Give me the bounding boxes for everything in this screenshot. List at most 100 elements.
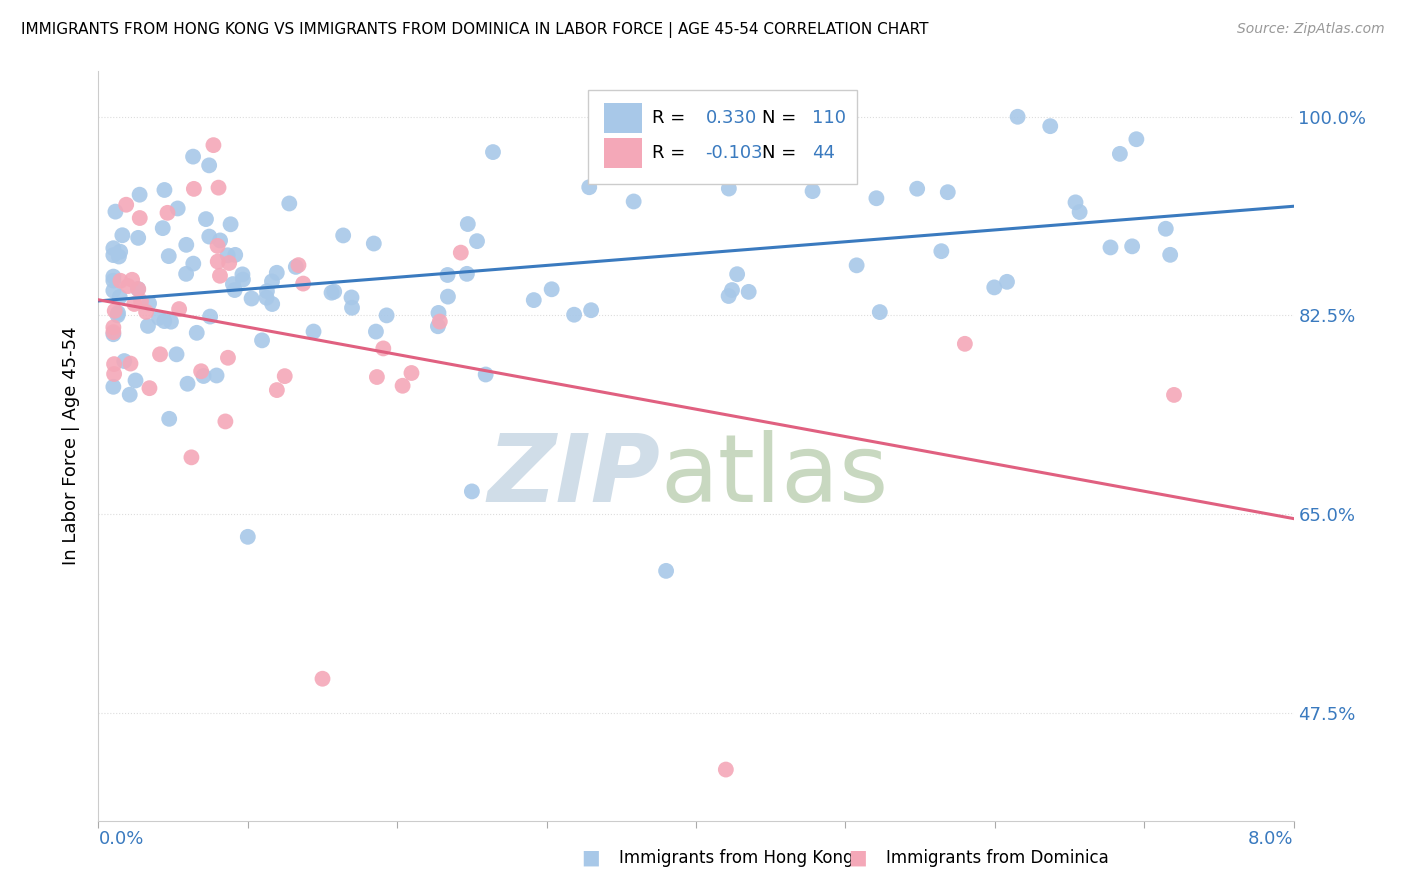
FancyBboxPatch shape xyxy=(589,90,858,184)
Point xyxy=(340,301,363,315)
Point xyxy=(262,297,284,311)
Point xyxy=(1064,195,1087,210)
Point xyxy=(391,378,413,392)
Point xyxy=(149,347,172,361)
Point xyxy=(456,267,478,281)
Point xyxy=(366,370,388,384)
Point xyxy=(1125,132,1147,146)
Point xyxy=(107,308,129,322)
Point xyxy=(207,180,229,194)
Point xyxy=(250,334,273,348)
Point xyxy=(174,267,197,281)
Point xyxy=(1154,221,1177,235)
Point xyxy=(207,239,229,253)
Point xyxy=(110,274,132,288)
Point xyxy=(232,272,254,286)
Point xyxy=(193,369,215,384)
Point xyxy=(284,260,307,274)
Point xyxy=(437,290,460,304)
Point xyxy=(103,320,125,334)
Text: atlas: atlas xyxy=(661,430,889,522)
Point xyxy=(1069,205,1091,219)
Point xyxy=(103,380,125,394)
Point xyxy=(129,294,152,309)
Point xyxy=(156,206,179,220)
Point xyxy=(717,289,740,303)
Point xyxy=(217,351,239,365)
Point xyxy=(198,310,221,324)
Point xyxy=(292,277,315,291)
Text: -0.103: -0.103 xyxy=(706,144,763,162)
Point xyxy=(186,326,208,340)
Point xyxy=(111,228,134,243)
Point xyxy=(224,248,246,262)
Point xyxy=(1121,239,1143,253)
Point xyxy=(118,387,141,401)
FancyBboxPatch shape xyxy=(605,138,643,168)
Text: R =: R = xyxy=(652,109,690,127)
Point xyxy=(482,145,505,159)
Point xyxy=(190,364,212,378)
Point xyxy=(103,248,125,262)
Y-axis label: In Labor Force | Age 45-54: In Labor Force | Age 45-54 xyxy=(62,326,80,566)
Point xyxy=(983,280,1005,294)
Point xyxy=(593,120,616,134)
Point xyxy=(198,158,221,172)
Point xyxy=(429,314,451,328)
Point xyxy=(103,357,125,371)
Point xyxy=(160,315,183,329)
Point xyxy=(461,484,484,499)
Point xyxy=(120,357,142,371)
Text: 8.0%: 8.0% xyxy=(1249,830,1294,847)
Point xyxy=(194,212,217,227)
Point xyxy=(936,185,959,199)
Text: Immigrants from Dominica: Immigrants from Dominica xyxy=(886,849,1108,867)
Point xyxy=(721,283,744,297)
Point xyxy=(278,196,301,211)
Point xyxy=(465,234,488,248)
Point xyxy=(198,229,221,244)
Point xyxy=(426,319,449,334)
Point xyxy=(218,256,240,270)
Text: 0.0%: 0.0% xyxy=(98,830,143,847)
Point xyxy=(127,282,149,296)
Point xyxy=(103,269,125,284)
Point xyxy=(401,366,423,380)
Point xyxy=(523,293,546,307)
Point xyxy=(260,274,283,288)
Text: Source: ZipAtlas.com: Source: ZipAtlas.com xyxy=(1237,22,1385,37)
Text: ZIP: ZIP xyxy=(488,430,661,522)
Point xyxy=(108,250,131,264)
Point xyxy=(128,211,150,225)
Point xyxy=(103,241,125,255)
Point xyxy=(714,763,737,777)
Point xyxy=(157,249,180,263)
Point xyxy=(138,296,160,310)
Point xyxy=(128,187,150,202)
Point xyxy=(108,244,131,259)
Point xyxy=(181,257,204,271)
Point xyxy=(332,228,354,243)
Point xyxy=(117,279,139,293)
Point xyxy=(127,231,149,245)
Point xyxy=(236,530,259,544)
Point xyxy=(323,285,346,299)
Point xyxy=(474,368,496,382)
Point xyxy=(108,290,131,304)
Point xyxy=(540,282,562,296)
Point xyxy=(302,325,325,339)
Point xyxy=(148,310,170,325)
Point xyxy=(176,376,198,391)
Point xyxy=(801,184,824,198)
Point xyxy=(103,325,125,339)
Point xyxy=(725,267,748,281)
Point xyxy=(375,309,398,323)
Point xyxy=(104,303,127,318)
Point xyxy=(623,194,645,209)
FancyBboxPatch shape xyxy=(605,103,643,133)
Point xyxy=(321,285,343,300)
Point xyxy=(1163,388,1185,402)
Point xyxy=(256,291,278,305)
Point xyxy=(207,254,229,268)
Point xyxy=(107,306,129,320)
